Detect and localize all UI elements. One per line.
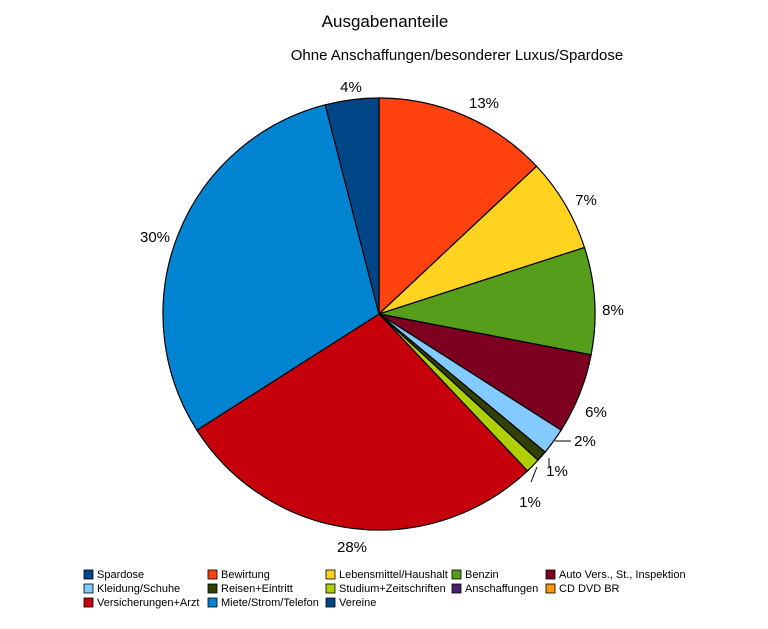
legend-swatch [325, 569, 336, 580]
pie-slice-benzin [378, 246, 596, 356]
legend-swatch [207, 597, 218, 608]
slice-value-label: 30% [140, 229, 170, 246]
legend-swatch [451, 569, 462, 580]
slice-value-label: 4% [340, 79, 362, 96]
legend-label: Anschaffungen [465, 583, 538, 595]
legend-label: Reisen+Eintritt [221, 583, 293, 595]
slice-value-label: 1% [546, 463, 568, 480]
legend-swatch [83, 583, 94, 594]
legend-swatch [545, 569, 556, 580]
slice-value-label: 13% [469, 95, 499, 112]
legend-swatch [207, 569, 218, 580]
slice-value-label: 2% [574, 433, 596, 450]
pie-slice-versicherungen-arzt [196, 313, 529, 531]
chart-subtitle: Ohne Anschaffungen/besonderer Luxus/Spar… [291, 47, 623, 64]
legend-swatch [83, 597, 94, 608]
pie-value-labels: 13% 7% 8% 6% 2% 1% 1% 28% 30% 4% [140, 79, 624, 556]
label-leader-line [530, 466, 538, 483]
legend-label: Benzin [465, 569, 499, 581]
pie-slice-miete-strom-telefon [162, 104, 380, 431]
legend: Spardose Bewirtung Lebensmittel/Haushalt Be… [83, 569, 686, 609]
legend-label: Auto Vers., St., Inspektion [559, 569, 686, 581]
chart-title: Ausgabenanteile [322, 12, 449, 31]
legend-label: Versicherungen+Arzt [97, 597, 199, 609]
legend-label: Miete/Strom/Telefon [221, 597, 319, 609]
slice-value-label: 1% [519, 494, 541, 511]
legend-label: Vereine [339, 597, 376, 609]
legend-label: Studium+Zeitschriften [339, 583, 446, 595]
legend-swatch [545, 583, 556, 594]
pie-slices [162, 97, 596, 531]
legend-label: Kleidung/Schuhe [97, 583, 180, 595]
slice-value-label: 7% [575, 192, 597, 209]
legend-swatch [207, 583, 218, 594]
legend-label: Spardose [97, 569, 144, 581]
legend-swatch [325, 597, 336, 608]
legend-label: CD DVD BR [559, 583, 620, 595]
slice-value-label: 6% [585, 404, 607, 421]
pie-slice-vereine [324, 97, 380, 315]
legend-swatch [83, 569, 94, 580]
slice-value-label: 8% [602, 302, 624, 319]
pie-slice-bewirtung [378, 97, 538, 316]
legend-label: Bewirtung [221, 569, 270, 581]
legend-label: Lebensmittel/Haushalt [339, 569, 448, 581]
slice-value-label: 28% [337, 539, 367, 556]
legend-swatch [451, 583, 462, 594]
legend-swatch [325, 583, 336, 594]
